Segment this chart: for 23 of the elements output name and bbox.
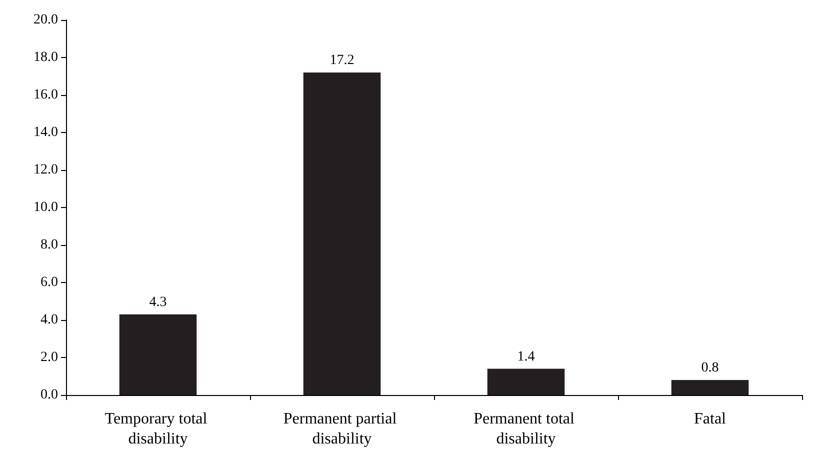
x-tick-label: Permanent total disability — [474, 410, 578, 448]
data-label: 17.2 — [330, 53, 354, 68]
y-tick-label: 12.0 — [34, 162, 58, 178]
y-tick-label: 4.0 — [40, 312, 58, 328]
y-tick-label: 6.0 — [40, 275, 58, 290]
y-tick-label: 18.0 — [34, 50, 58, 65]
bar — [119, 314, 197, 395]
y-tick-label: 8.0 — [40, 238, 58, 252]
y-tick-label: 10.0 — [34, 200, 58, 215]
data-label: 1.4 — [517, 349, 535, 364]
bar — [487, 368, 565, 395]
x-tick-label: Fatal — [694, 410, 727, 428]
bar — [303, 72, 381, 395]
data-label: 0.8 — [701, 360, 719, 376]
y-tick-label: 0.0 — [40, 388, 58, 402]
x-tick-label: Temporary total disability — [104, 410, 212, 448]
y-tick-label: 2.0 — [40, 350, 58, 365]
y-tick-label: 14.0 — [34, 125, 58, 140]
data-label: 4.3 — [149, 294, 167, 310]
bar — [671, 380, 749, 395]
y-tick-label: 16.0 — [34, 88, 58, 102]
x-tick-label: Permanent partial disability — [283, 410, 401, 448]
y-tick-label: 20.0 — [34, 12, 58, 28]
